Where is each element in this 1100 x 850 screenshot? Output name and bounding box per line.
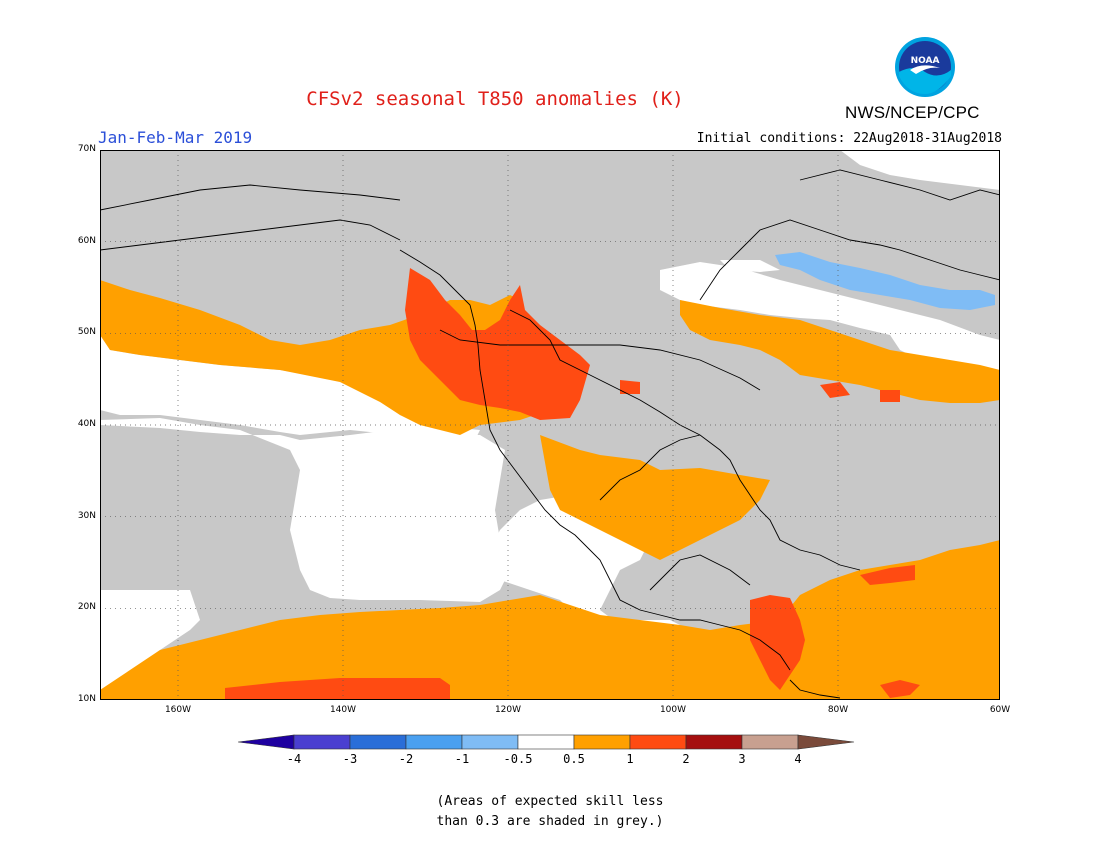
- lat-label: 50N: [77, 327, 96, 338]
- lat-label: 60N: [77, 235, 96, 246]
- colorbar-swatch: [405, 734, 463, 750]
- lat-label: 30N: [77, 510, 96, 521]
- colorbar-tick-label: 4: [794, 752, 802, 766]
- colorbar-tick-label: -1: [454, 752, 470, 766]
- cool-anomaly-region: [775, 252, 995, 310]
- lon-label: 120W: [494, 705, 522, 715]
- colorbar-swatch: [573, 734, 631, 750]
- colorbar-tick-label: -4: [286, 752, 302, 766]
- noaa-logo-text: NOAA: [911, 56, 940, 66]
- colorbar-tick-label: 0.5: [563, 752, 585, 766]
- anomaly-map: [100, 150, 1000, 700]
- lat-label: 20N: [77, 602, 96, 613]
- map-frame: [100, 150, 1000, 700]
- colorbar-swatch: [349, 734, 407, 750]
- colorbar-min-arrow: [238, 734, 295, 750]
- colorbar-tick-label: -0.5: [503, 752, 533, 766]
- agency-label: NWS/NCEP/CPC: [845, 103, 980, 122]
- map-title: CFSv2 seasonal T850 anomalies (K): [306, 88, 684, 110]
- lon-label: 80W: [827, 705, 849, 715]
- strong-warm-regions: [225, 268, 920, 700]
- colorbar-max-arrow: [797, 734, 855, 750]
- noaa-logo-icon: NOAA: [895, 37, 955, 97]
- colorbar: [238, 734, 855, 750]
- colorbar-swatch: [741, 734, 799, 750]
- lat-label: 10N: [77, 694, 96, 704]
- initial-conditions: Initial conditions: 22Aug2018-31Aug2018: [696, 131, 1002, 146]
- skill-note-line-2: than 0.3 are shaded in grey.): [436, 814, 664, 829]
- colorbar-tick-label: 3: [738, 752, 746, 766]
- colorbar-swatch: [293, 734, 351, 750]
- colorbar-tick-label: -3: [342, 752, 358, 766]
- graticule: [100, 150, 1000, 700]
- lon-label: 160W: [164, 705, 192, 715]
- colorbar-tick-label: 1: [626, 752, 634, 766]
- lon-label: 60W: [989, 705, 1011, 715]
- colorbar-swatch: [629, 734, 687, 750]
- colorbar-swatch: [461, 734, 519, 750]
- coastlines: [100, 169, 1000, 699]
- lon-label: 100W: [659, 705, 687, 715]
- colorbar-tick-label: -2: [398, 752, 414, 766]
- lat-label: 40N: [77, 419, 96, 429]
- skill-note: (Areas of expected skill less than 0.3 a…: [0, 792, 1100, 832]
- lon-label: 140W: [329, 705, 357, 715]
- skill-note-line-1: (Areas of expected skill less: [436, 794, 664, 809]
- colorbar-tick-label: 2: [682, 752, 690, 766]
- colorbar-swatch: [685, 734, 743, 750]
- lat-label: 70N: [77, 144, 96, 154]
- colorbar-swatch: [517, 734, 575, 750]
- forecast-period: Jan-Feb-Mar 2019: [98, 128, 253, 147]
